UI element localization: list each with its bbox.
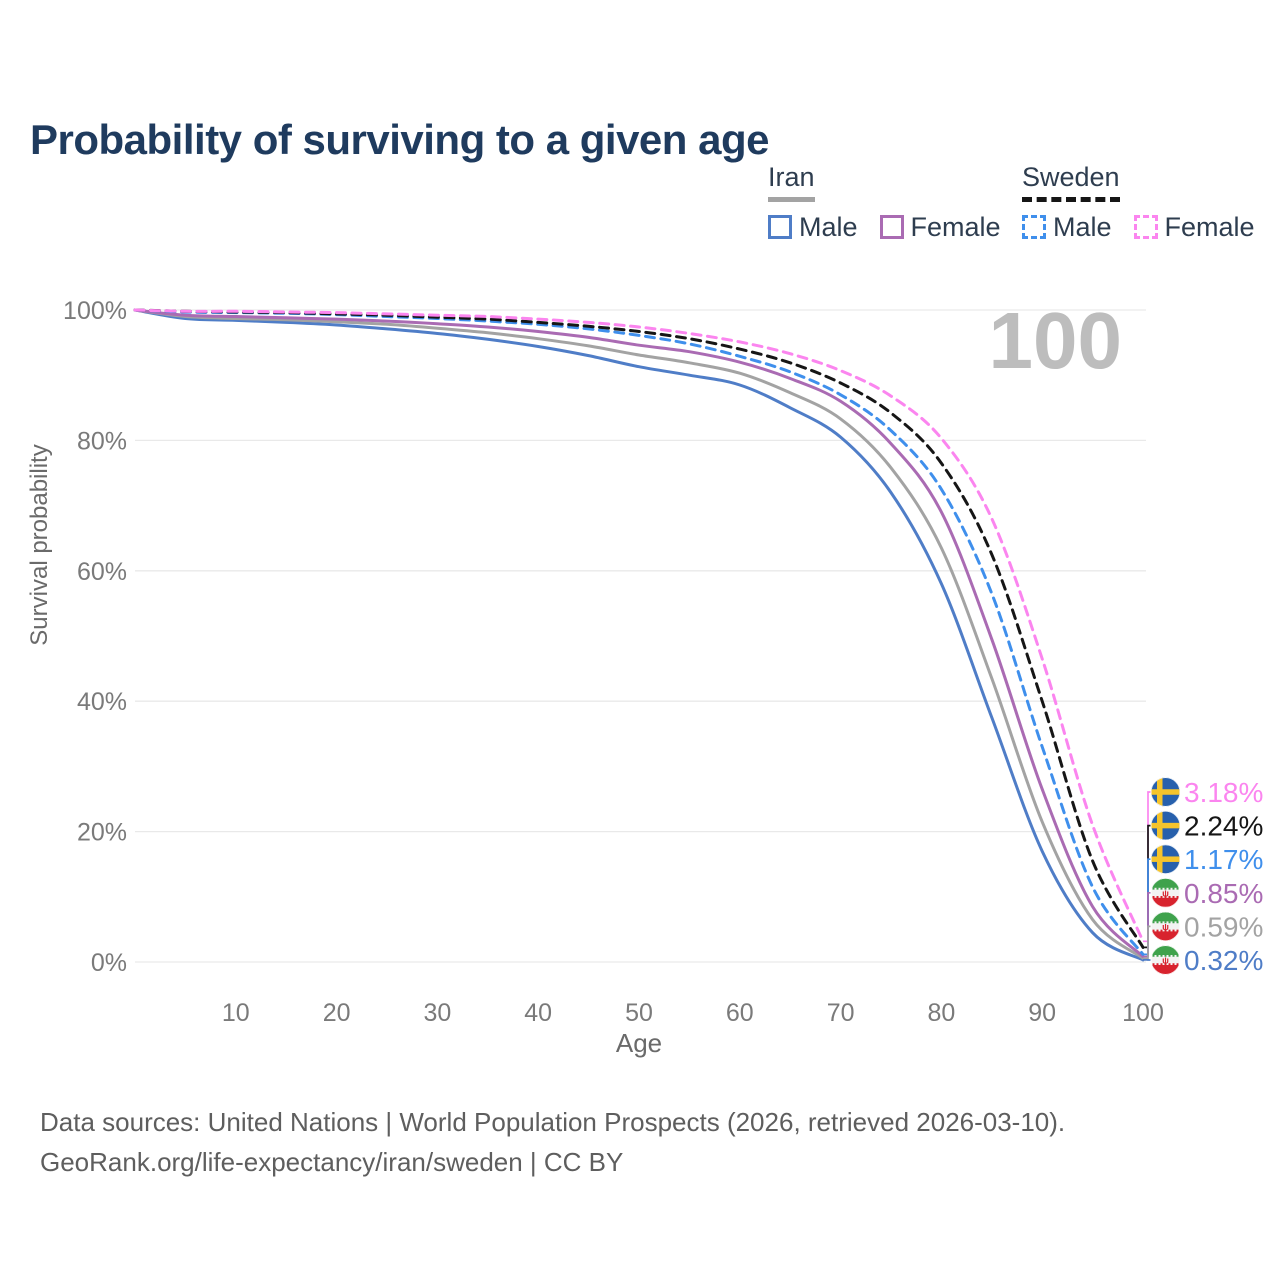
x-tick-40: 40 [524, 999, 552, 1027]
x-tick-70: 70 [827, 999, 855, 1027]
chart-title: Probability of surviving to a given age [30, 116, 769, 164]
series-end-label-sweden-male: 1.17% [1184, 844, 1263, 875]
legend-item-iran-male[interactable]: Male [768, 212, 858, 243]
y-tick-40%: 40% [77, 688, 127, 716]
legend-label-sweden-male: Male [1053, 211, 1112, 242]
end-connector-sweden [1143, 824, 1151, 949]
series-line-iran-male [133, 308, 1145, 962]
footer-data-sources: Data sources: United Nations | World Pop… [40, 1107, 1066, 1137]
x-tick-30: 30 [423, 999, 451, 1027]
series-line-sweden-female [133, 308, 1145, 943]
y-axis-title: Survival probability [26, 444, 53, 645]
x-tick-20: 20 [323, 999, 351, 1027]
footer: Data sources: United Nations | World Pop… [40, 1102, 1065, 1182]
legend-label-sweden-female: Female [1164, 211, 1255, 242]
legend-group-sweden: Sweden Male Female [1022, 162, 1255, 243]
series-line-iran-female [133, 308, 1145, 958]
legend-swatch-sweden-female-icon [1133, 215, 1158, 240]
legend-group-iran: Iran Male Female [768, 162, 1001, 243]
end-connector-sweden-male [1143, 858, 1151, 956]
series-line-sweden-male [133, 308, 1145, 956]
iran-flag-icon: ψ [1151, 911, 1180, 941]
watermark-age-100: 100 [989, 296, 1122, 385]
y-tick-0%: 0% [91, 949, 127, 977]
legend-group-title-iran[interactable]: Iran [768, 162, 815, 202]
iran-flag-icon: ψ [1151, 945, 1180, 975]
legend-swatch-iran-male-icon [768, 215, 792, 240]
sweden-flag-icon [1151, 844, 1180, 874]
y-tick-100%: 100% [63, 297, 127, 325]
series-end-label-sweden-female: 3.18% [1184, 777, 1263, 808]
legend-items-iran: Male Female [768, 212, 1001, 243]
series-end-label-sweden: 2.24% [1184, 811, 1263, 842]
footer-attribution: GeoRank.org/life-expectancy/iran/sweden … [40, 1147, 624, 1177]
end-connector-iran [1143, 925, 1151, 960]
x-tick-50: 50 [625, 999, 653, 1027]
y-tick-20%: 20% [77, 819, 127, 847]
sweden-flag-icon [1151, 811, 1180, 841]
series-end-label-iran-male: 0.32% [1184, 945, 1263, 976]
legend-item-iran-female[interactable]: Female [879, 211, 1001, 243]
series-line-sweden [133, 308, 1145, 949]
x-axis-title: Age [616, 1028, 662, 1058]
legend-item-sweden-female[interactable]: Female [1133, 211, 1255, 243]
legend-item-sweden-male[interactable]: Male [1022, 212, 1112, 243]
legend-label-iran-male: Male [799, 211, 858, 242]
y-tick-80%: 80% [77, 427, 127, 455]
x-tick-90: 90 [1028, 999, 1056, 1027]
svg-text:ψ: ψ [1162, 956, 1169, 966]
series-line-iran [133, 308, 1145, 960]
end-connector-iran-female [1143, 891, 1151, 958]
svg-text:ψ: ψ [1162, 922, 1169, 932]
x-tick-10: 10 [222, 999, 250, 1027]
x-tick-80: 80 [927, 999, 955, 1027]
series-end-label-iran: 0.59% [1184, 911, 1263, 942]
legend-label-iran-female: Female [910, 211, 1001, 242]
iran-flag-icon: ψ [1151, 878, 1180, 908]
x-tick-60: 60 [726, 999, 754, 1027]
series-end-label-iran-female: 0.85% [1184, 878, 1263, 909]
y-tick-60%: 60% [77, 558, 127, 586]
legend-group-title-sweden[interactable]: Sweden [1022, 162, 1120, 202]
survival-chart: 100 0% 20% 40% 60% 80% 100% 10 20 30 40 50 60 70 80 90 1… [26, 296, 1263, 1058]
legend-swatch-iran-female-icon [879, 215, 904, 240]
svg-text:ψ: ψ [1162, 888, 1169, 898]
legend-items-sweden: Male Female [1022, 212, 1255, 243]
sweden-flag-icon [1151, 777, 1180, 807]
end-connector-sweden-female [1143, 791, 1151, 943]
x-tick-100: 100 [1122, 999, 1164, 1027]
legend-swatch-sweden-male-icon [1022, 215, 1046, 240]
